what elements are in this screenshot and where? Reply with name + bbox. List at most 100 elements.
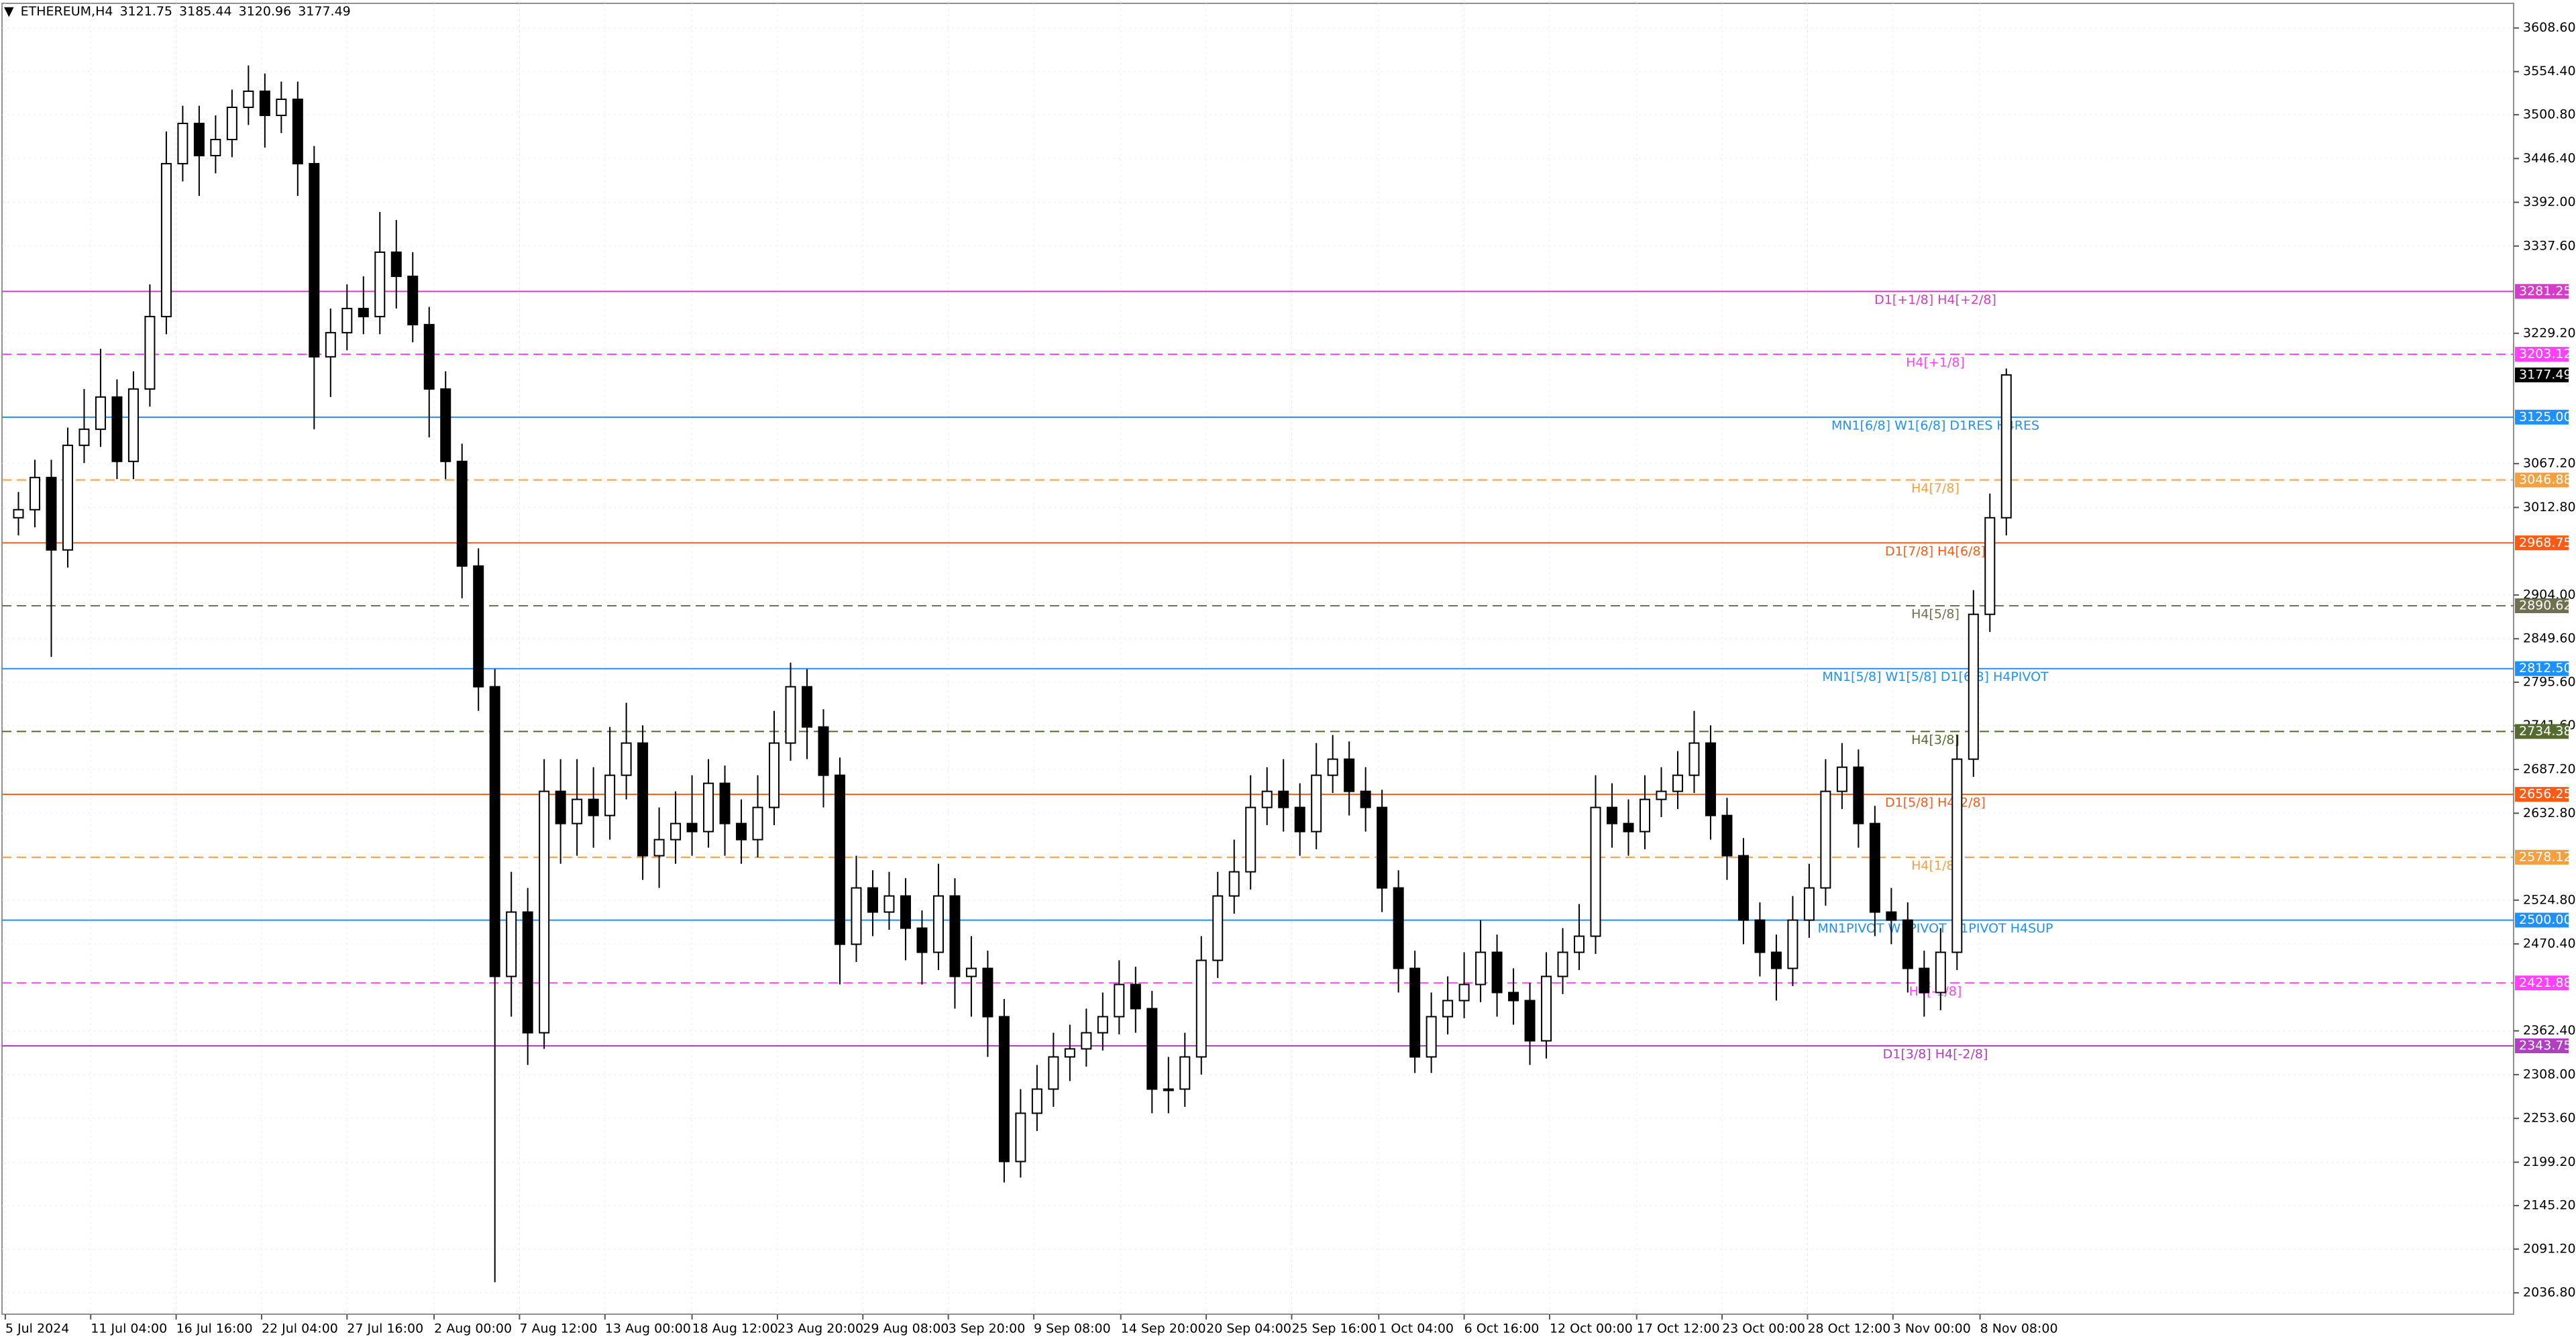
candle-body — [1721, 814, 1733, 857]
level-label: H4[1/8] — [1911, 858, 1960, 873]
candle-body — [802, 686, 813, 728]
candle-body — [965, 967, 977, 977]
candle-body — [1984, 517, 1996, 615]
y-tick-label: 3067.20 — [2523, 456, 2576, 471]
candle-body — [1146, 1008, 1158, 1090]
level-label: H4[7/8] — [1911, 481, 1960, 496]
candle-body — [1935, 951, 1946, 994]
x-tick-label: 9 Sep 08:00 — [1034, 1322, 1111, 1336]
candle-body — [46, 476, 57, 551]
candle-body — [1195, 959, 1207, 1058]
level-label: H4[3/8] — [1911, 733, 1960, 747]
candle-body — [1015, 1112, 1026, 1163]
y-tick-label: 2470.40 — [2523, 936, 2576, 951]
candle-body — [539, 790, 550, 1034]
candle-body — [1327, 758, 1338, 776]
collapse-arrow[interactable]: ▼ — [4, 4, 14, 19]
level-label: D1[+1/8] H4[+2/8] — [1874, 292, 1996, 307]
y-tick-label: 2199.20 — [2523, 1155, 2576, 1169]
candle-body — [867, 887, 878, 913]
header-low: 3120.96 — [238, 4, 292, 19]
candle-body — [621, 742, 632, 776]
candle-body — [1393, 887, 1404, 969]
price-box — [2515, 347, 2569, 362]
candle-body — [1590, 806, 1601, 937]
y-tick-label: 3446.40 — [2523, 151, 2576, 166]
current-price-label: 3177.49 — [2519, 367, 2572, 382]
candle-body — [604, 774, 616, 816]
candle-body — [1261, 790, 1273, 808]
y-tick-label: 3500.80 — [2523, 107, 2576, 122]
candle-body — [1179, 1056, 1191, 1090]
candle-body — [1048, 1056, 1059, 1090]
candle-body — [1919, 967, 1930, 994]
candle-body — [13, 508, 24, 519]
candle-body — [1688, 742, 1700, 776]
candle-body — [1114, 983, 1125, 1018]
candle-body — [407, 275, 419, 325]
candle-body — [719, 782, 731, 824]
candle-body — [1640, 798, 1650, 833]
candle-body — [949, 895, 961, 977]
candle-body — [1426, 1016, 1437, 1058]
candle-body — [1344, 758, 1355, 792]
y-tick-label: 2795.60 — [2523, 674, 2576, 689]
candle-body — [932, 895, 944, 953]
x-tick-label: 23 Aug 20:00 — [777, 1322, 863, 1336]
x-tick-label: 13 Aug 00:00 — [605, 1322, 691, 1336]
candle-body — [1212, 895, 1224, 961]
candle-body — [1377, 806, 1388, 889]
candle-body — [818, 726, 829, 776]
candle-body — [226, 106, 237, 140]
candle-body — [1902, 919, 1913, 969]
price-box-label: 2578.12 — [2519, 849, 2572, 864]
x-tick-label: 6 Oct 16:00 — [1464, 1322, 1540, 1336]
candle-body — [982, 967, 994, 1018]
price-box-label: 2968.75 — [2519, 535, 2572, 550]
x-tick-label: 20 Sep 04:00 — [1206, 1322, 1291, 1336]
candle-body — [1278, 790, 1289, 808]
y-tick-label: 3229.20 — [2523, 325, 2576, 340]
price-box — [2515, 284, 2569, 299]
candle-body — [1409, 967, 1421, 1058]
candle-body — [1869, 822, 1880, 913]
candle-body — [358, 307, 369, 317]
candle-body — [1968, 613, 1979, 760]
header-high: 3185.44 — [179, 4, 232, 19]
candle-body — [160, 162, 172, 317]
candle-body — [374, 251, 386, 317]
x-tick-label: 3 Sep 20:00 — [949, 1322, 1026, 1336]
x-tick-label: 3 Nov 00:00 — [1893, 1322, 1971, 1336]
candle-body — [456, 460, 468, 567]
chart-header: ▼ ETHEREUM,H4 3121.75 3185.44 3120.96 3177.49 — [4, 4, 358, 19]
candle-body — [193, 122, 205, 156]
level-label: D1[3/8] H4[-2/8] — [1883, 1047, 1988, 1061]
candle-body — [210, 138, 221, 156]
candle-body — [916, 927, 928, 953]
candle-body — [1031, 1088, 1042, 1114]
symbol: ETHEREUM,H4 — [20, 4, 113, 19]
price-box-label: 2812.50 — [2519, 661, 2572, 676]
candle-body — [292, 98, 303, 164]
y-tick-label: 2091.20 — [2523, 1241, 2576, 1256]
header-open: 3121.75 — [119, 4, 173, 19]
price-box — [2515, 661, 2569, 676]
candle-body — [62, 444, 73, 551]
y-tick-label: 2145.20 — [2523, 1198, 2576, 1213]
candle-body — [883, 895, 895, 913]
x-tick-label: 14 Sep 20:00 — [1121, 1322, 1206, 1336]
price-box — [2515, 598, 2569, 613]
candle-body — [111, 396, 123, 462]
price-box-label: 2343.75 — [2519, 1038, 2572, 1053]
candle-body — [309, 162, 320, 358]
candle-body — [1541, 975, 1552, 1042]
level-label: MN1PIVOT W1PIVOT D1PIVOT H4SUP — [1817, 921, 2053, 936]
candle-body — [670, 822, 682, 841]
candle-body — [325, 331, 336, 358]
candle-body — [851, 887, 862, 945]
y-tick-label: 2687.20 — [2523, 762, 2576, 777]
price-box-label: 3281.25 — [2519, 284, 2572, 299]
y-tick-label: 3012.80 — [2523, 500, 2576, 515]
candle-body — [1737, 855, 1749, 921]
